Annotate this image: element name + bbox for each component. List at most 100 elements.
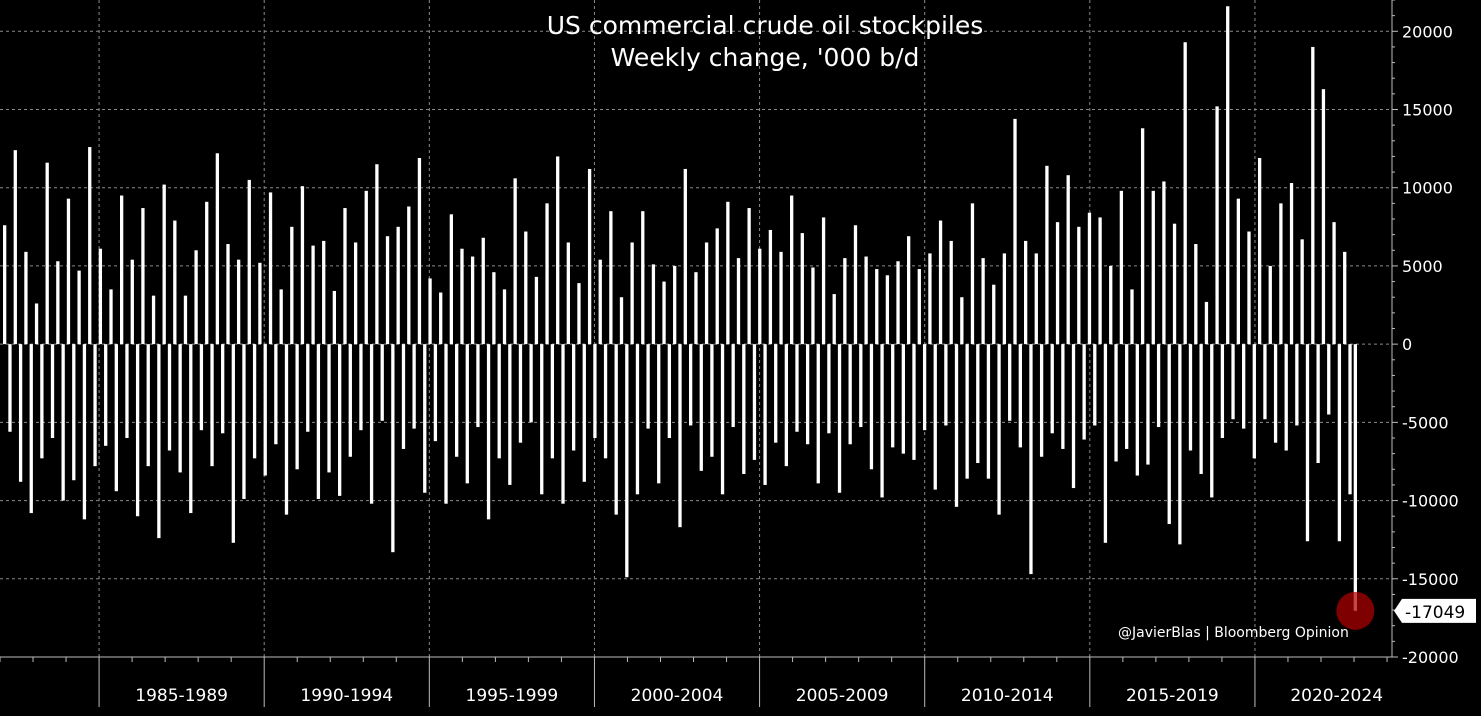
data-bar xyxy=(119,195,124,345)
data-bar xyxy=(1311,46,1315,345)
data-bar xyxy=(662,281,666,345)
data-bar xyxy=(274,344,278,445)
chart-subtitle: Weekly change, '000 b/d xyxy=(610,43,920,72)
data-bar xyxy=(1061,344,1065,449)
data-bar xyxy=(752,344,757,460)
data-bar xyxy=(859,344,863,428)
data-bar xyxy=(800,233,804,345)
data-bar xyxy=(625,344,629,578)
data-bar xyxy=(540,344,544,495)
data-bar xyxy=(678,344,682,528)
highlight-marker xyxy=(1336,591,1375,630)
data-bar xyxy=(704,242,709,345)
data-bar xyxy=(1268,265,1272,345)
data-bar xyxy=(279,289,283,345)
chart-title: US commercial crude oil stockpiles xyxy=(546,11,984,40)
data-bar xyxy=(1066,175,1070,345)
data-bar xyxy=(263,344,267,476)
data-bar xyxy=(221,344,225,434)
data-bar xyxy=(922,344,927,431)
data-bar xyxy=(1071,344,1076,489)
credit-label: @JavierBlas | Bloomberg Opinion xyxy=(1118,625,1349,641)
data-bar xyxy=(1247,231,1251,345)
data-bar xyxy=(763,344,767,485)
data-bar xyxy=(322,240,326,345)
data-bar xyxy=(1055,222,1060,345)
data-bar xyxy=(795,344,799,432)
data-bar xyxy=(327,344,331,473)
data-bar xyxy=(891,344,895,448)
data-bar xyxy=(673,265,677,345)
data-bar xyxy=(114,344,118,492)
data-bar xyxy=(1162,181,1166,345)
data-bar xyxy=(460,248,464,345)
data-bar xyxy=(1167,344,1171,525)
data-bar xyxy=(407,206,411,345)
data-bar xyxy=(236,259,241,345)
data-bar xyxy=(1050,344,1054,434)
data-bar xyxy=(1231,344,1235,420)
data-bar xyxy=(667,344,672,438)
data-bar xyxy=(917,269,921,345)
data-bar xyxy=(353,242,358,345)
data-bar xyxy=(18,344,23,482)
data-bar xyxy=(290,226,294,345)
x-tick-label: 1985-1989 xyxy=(135,686,228,706)
data-bar xyxy=(742,344,746,474)
data-bar xyxy=(178,344,182,473)
data-bar xyxy=(1321,89,1326,345)
data-bar xyxy=(1140,128,1145,345)
data-bar xyxy=(401,344,406,449)
y-tick-label: 10000 xyxy=(1402,179,1453,198)
data-bar xyxy=(1257,157,1262,345)
data-bar xyxy=(938,220,943,345)
data-bar xyxy=(215,153,220,345)
data-bar xyxy=(545,203,549,345)
data-bar xyxy=(167,344,172,451)
x-tick-label: 2000-2004 xyxy=(631,686,724,706)
data-bar xyxy=(385,236,390,345)
data-bar xyxy=(8,344,12,432)
data-bar xyxy=(1045,165,1049,345)
data-bar xyxy=(710,344,714,457)
data-bar xyxy=(869,344,874,470)
data-bar xyxy=(997,344,1001,515)
data-bar xyxy=(885,275,890,345)
data-bar xyxy=(173,220,177,345)
data-bar xyxy=(1146,344,1150,465)
data-bar xyxy=(843,258,847,345)
data-bar xyxy=(699,344,703,471)
data-bar xyxy=(1220,344,1225,438)
data-bar xyxy=(1284,344,1288,451)
data-bar xyxy=(641,211,645,345)
data-bar xyxy=(3,225,7,345)
data-bar xyxy=(1130,289,1134,345)
data-bar xyxy=(189,344,193,514)
data-bar xyxy=(135,344,140,517)
data-bar xyxy=(82,344,87,520)
y-tick-label: 15000 xyxy=(1402,101,1453,120)
data-bar xyxy=(720,344,725,495)
value-callout-label: -17049 xyxy=(1405,603,1465,623)
x-tick-label: 1990-1994 xyxy=(300,686,393,706)
y-tick-label: -10000 xyxy=(1402,492,1459,511)
data-bar xyxy=(375,164,379,345)
x-tick-label: 2020-2024 xyxy=(1290,686,1383,706)
data-bar xyxy=(1039,344,1044,457)
data-bar xyxy=(619,297,624,345)
data-bar xyxy=(577,283,581,345)
data-bar xyxy=(77,270,81,345)
data-bar xyxy=(805,344,810,445)
data-bar xyxy=(928,253,932,345)
data-bar xyxy=(268,192,273,345)
data-bar xyxy=(258,262,262,345)
data-bar xyxy=(449,214,453,345)
data-bar xyxy=(518,344,523,443)
data-bar xyxy=(976,344,980,464)
data-bar xyxy=(1316,344,1320,464)
data-bar xyxy=(1337,344,1342,542)
data-bar xyxy=(194,250,198,345)
data-bar xyxy=(986,344,991,479)
data-bar xyxy=(603,344,608,459)
